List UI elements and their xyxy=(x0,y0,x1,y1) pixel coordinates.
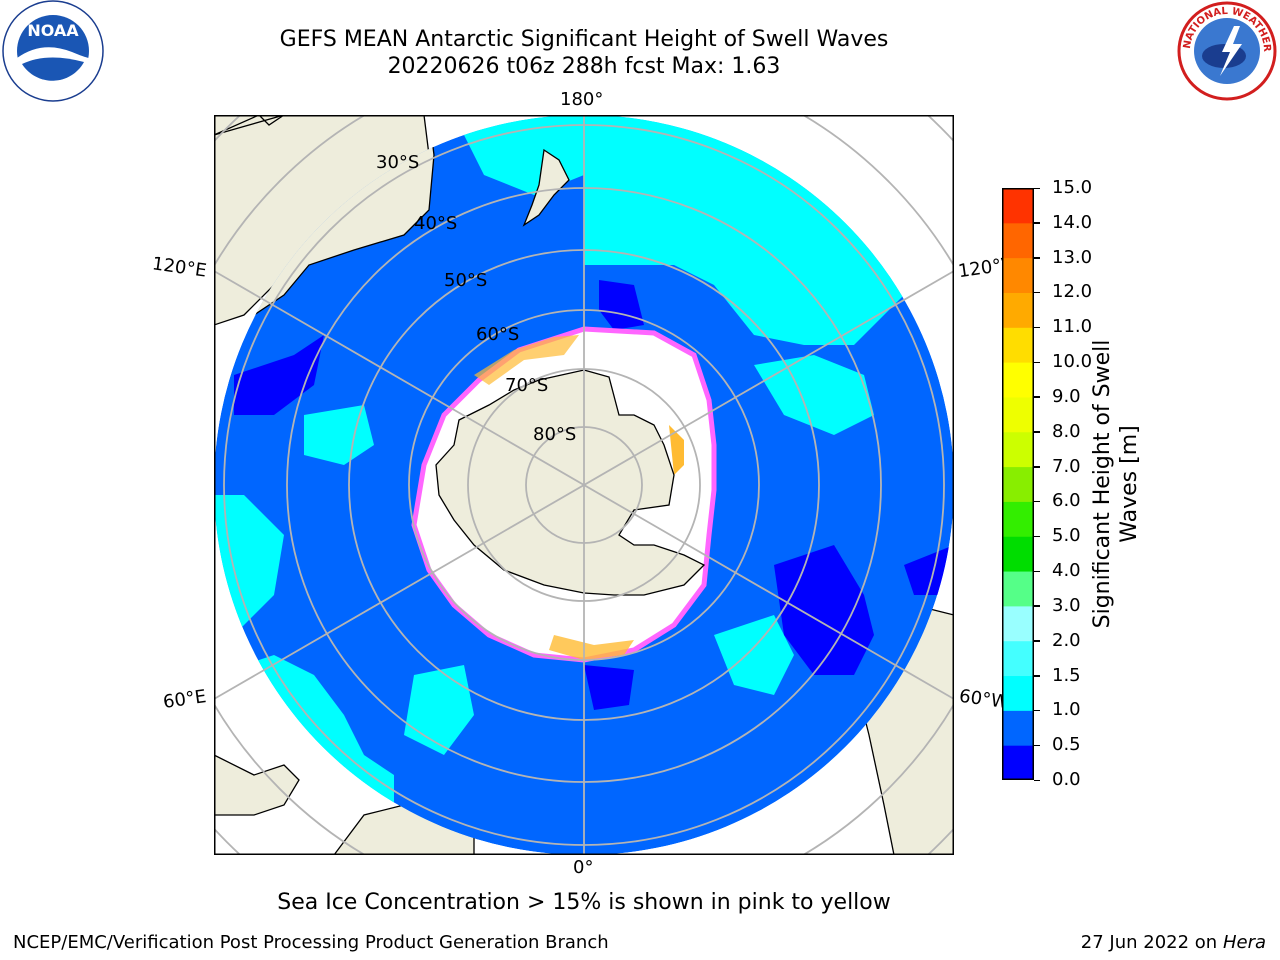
lon-label-0: 0° xyxy=(573,857,594,878)
colorbar-band xyxy=(1002,675,1034,711)
colorbar-tick-mark xyxy=(1034,326,1040,329)
colorbar-band xyxy=(1002,188,1034,224)
colorbar-tick-mark xyxy=(1034,570,1040,573)
colorbar-tick-label: 11.0 xyxy=(1052,316,1093,338)
colorbar-tick-label: 8.0 xyxy=(1052,420,1081,442)
antarctica xyxy=(435,369,706,596)
colorbar-band xyxy=(1002,536,1034,572)
colorbar-tick-mark xyxy=(1034,779,1040,781)
colorbar-band xyxy=(1002,605,1034,642)
colorbar-tick-label: 13.0 xyxy=(1052,246,1093,268)
lat-label-30s: 30°S xyxy=(376,152,420,173)
colorbar-label-line1: Significant Height of Swell xyxy=(1090,339,1115,629)
lat-label-60s: 60°S xyxy=(476,324,520,345)
colorbar-tick-mark xyxy=(1034,431,1040,433)
chart-title: GEFS MEAN Antarctic Significant Height o… xyxy=(279,27,889,52)
colorbar-tick-mark xyxy=(1034,291,1040,294)
colorbar-tick-label: 1.5 xyxy=(1052,664,1081,686)
colorbar-tick-label: 10.0 xyxy=(1052,351,1093,373)
colorbar-band xyxy=(1002,431,1034,468)
colorbar-tick-label: 4.0 xyxy=(1052,560,1081,582)
colorbar-tick-mark xyxy=(1034,744,1040,747)
noaa-logo-text: NOAA xyxy=(27,21,79,40)
colorbar-band xyxy=(1002,710,1034,746)
colorbar-tick-mark xyxy=(1034,675,1040,677)
colorbar-band xyxy=(1002,292,1034,328)
colorbar-tick-mark xyxy=(1034,396,1040,398)
colorbar-tick-label: 2.0 xyxy=(1052,629,1081,651)
nws-logo: NATIONAL WEATHER SERVICE xyxy=(1176,0,1277,101)
lon-label-120e: 120°E xyxy=(150,253,208,282)
colorbar-tick-label: 14.0 xyxy=(1052,211,1093,233)
colorbar xyxy=(1002,188,1034,780)
colorbar-label-line2: Waves [m] xyxy=(1117,425,1142,543)
colorbar-band xyxy=(1002,222,1034,259)
colorbar-frame xyxy=(1002,188,1034,780)
colorbar-tick-mark xyxy=(1034,709,1040,712)
colorbar-tick-mark xyxy=(1034,605,1040,607)
colorbar-tick-label: 12.0 xyxy=(1052,281,1093,303)
colorbar-tick-label: 1.0 xyxy=(1052,699,1081,721)
lat-label-70s: 70°S xyxy=(505,375,549,396)
colorbar-tick-label: 0.5 xyxy=(1052,734,1081,756)
colorbar-tick-mark xyxy=(1034,361,1040,364)
colorbar-band xyxy=(1002,362,1034,398)
date-stamp: 27 Jun 2022 on Hera xyxy=(1081,932,1266,953)
colorbar-tick-mark xyxy=(1034,466,1040,468)
lat-label-40s: 40°S xyxy=(414,213,458,234)
lon-label-60e: 60°E xyxy=(161,686,208,713)
lon-label-180: 180° xyxy=(560,89,604,110)
colorbar-band xyxy=(1002,640,1034,677)
colorbar-band xyxy=(1002,466,1034,502)
colorbar-tick-label: 7.0 xyxy=(1052,455,1081,477)
sea-ice-caption: Sea Ice Concentration > 15% is shown in … xyxy=(277,890,891,915)
antarctic-swell-map xyxy=(214,115,954,855)
colorbar-tick-label: 0.0 xyxy=(1052,769,1081,790)
map-frame xyxy=(214,115,954,855)
colorbar-band xyxy=(1002,396,1034,433)
colorbar-tick-mark xyxy=(1034,187,1040,189)
colorbar-tick-label: 9.0 xyxy=(1052,385,1081,407)
colorbar-tick-mark xyxy=(1034,535,1040,538)
host-text: Hera xyxy=(1222,932,1266,953)
date-text: 27 Jun 2022 on xyxy=(1080,932,1218,953)
lat-label-50s: 50°S xyxy=(444,270,488,291)
noaa-logo: NOAA xyxy=(2,0,104,102)
chart-subtitle: 20220626 t06z 288h fcst Max: 1.63 xyxy=(387,54,781,79)
graticule xyxy=(214,115,954,855)
colorbar-band xyxy=(1002,571,1034,607)
colorbar-tick-label: 15.0 xyxy=(1052,177,1093,198)
colorbar-band xyxy=(1002,257,1034,293)
colorbar-tick-mark xyxy=(1034,257,1040,259)
lat-label-80s: 80°S xyxy=(533,424,577,445)
colorbar-band xyxy=(1002,745,1034,780)
colorbar-tick-label: 5.0 xyxy=(1052,525,1081,547)
colorbar-tick-label: 3.0 xyxy=(1052,594,1081,616)
colorbar-band xyxy=(1002,327,1034,363)
colorbar-tick-mark xyxy=(1034,640,1040,642)
colorbar-band xyxy=(1002,501,1034,537)
credit-text: NCEP/EMC/Verification Post Processing Pr… xyxy=(13,932,609,953)
colorbar-tick-mark xyxy=(1034,222,1040,224)
colorbar-tick-mark xyxy=(1034,500,1040,503)
colorbar-tick-label: 6.0 xyxy=(1052,490,1081,512)
